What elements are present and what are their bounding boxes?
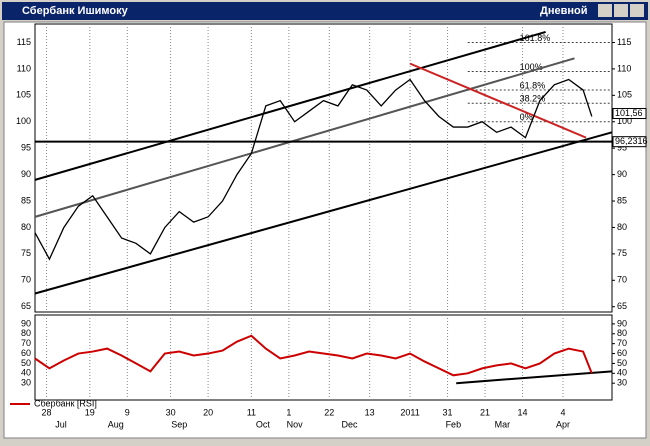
trend-line: [456, 370, 613, 385]
y-tick-label: 115: [17, 37, 31, 47]
minimize-button[interactable]: [598, 4, 612, 17]
close-button[interactable]: [630, 4, 644, 17]
window-title: Сбербанк Ишимоку: [22, 5, 129, 17]
y-tick-label-right: 95: [617, 143, 627, 153]
trend-line: [34, 131, 613, 295]
y-tick-label: 110: [17, 63, 31, 73]
x-tick-label: 14: [518, 407, 528, 417]
fib-label: 0%: [520, 112, 533, 122]
rsi-pane: [34, 314, 613, 401]
y-tick-label: 90: [21, 169, 31, 179]
y-tick-label-right: 105: [617, 90, 632, 100]
y-tick-label-right: 75: [617, 248, 627, 258]
chart-background: [3, 21, 647, 439]
y-tick-label-right: 110: [617, 63, 631, 73]
y-tick-label-right: 80: [617, 222, 627, 232]
maximize-button[interactable]: [614, 4, 628, 17]
price-label: 101,56: [615, 108, 643, 118]
y-tick-label: 100: [16, 116, 31, 126]
month-label: Dec: [341, 419, 358, 429]
y-tick-label-right: 90: [617, 318, 627, 328]
month-label: Nov: [287, 419, 304, 429]
y-tick-label-right: 40: [617, 368, 627, 378]
y-tick-label: 75: [21, 248, 31, 258]
x-tick-label: 13: [365, 407, 375, 417]
fib-label: 100%: [520, 62, 543, 72]
y-tick-label: 60: [21, 348, 31, 358]
fib-label: 161.8%: [520, 33, 551, 43]
y-tick-label: 70: [21, 338, 31, 348]
y-tick-label-right: 70: [617, 275, 627, 285]
y-tick-label: 30: [21, 378, 31, 388]
x-tick-label: 22: [324, 407, 334, 417]
y-tick-label-right: 30: [617, 378, 627, 388]
fib-label: 38.2%: [520, 94, 546, 104]
month-label: Sep: [171, 419, 187, 429]
y-tick-label-right: 80: [617, 328, 627, 338]
y-tick-label-right: 70: [617, 338, 627, 348]
price-label-box: [612, 108, 647, 120]
legend-label: Сбербанк [RSI]: [34, 398, 97, 408]
y-tick-label: 80: [21, 222, 31, 232]
x-tick-label: 11: [247, 407, 256, 417]
month-label: Oct: [256, 419, 271, 429]
month-label: Feb: [446, 419, 462, 429]
y-tick-label: 95: [21, 143, 31, 153]
fib-label: 61.8%: [520, 80, 546, 90]
price-label: 96,2316: [615, 136, 648, 146]
y-tick-label-right: 90: [617, 169, 627, 179]
y-tick-label: 90: [21, 318, 31, 328]
y-tick-label: 70: [21, 275, 31, 285]
y-tick-label-right: 100: [617, 116, 632, 126]
month-label: Jul: [55, 419, 67, 429]
y-tick-label-right: 60: [617, 348, 627, 358]
x-tick-label: 1: [286, 407, 291, 417]
price-line: [34, 78, 593, 261]
rsi-line: [34, 334, 593, 377]
title-bar: [2, 2, 648, 20]
month-label: Apr: [556, 419, 570, 429]
x-tick-label: 30: [166, 407, 176, 417]
month-label: Mar: [495, 419, 511, 429]
x-tick-label: 19: [85, 407, 95, 417]
y-tick-label-right: 50: [617, 358, 627, 368]
trend-line: [34, 57, 575, 218]
y-tick-label: 80: [21, 328, 31, 338]
x-tick-label: 9: [125, 407, 130, 417]
x-tick-label: 28: [42, 407, 52, 417]
x-tick-label: 21: [480, 407, 490, 417]
y-tick-label-right: 115: [617, 37, 631, 47]
y-tick-label: 65: [21, 301, 31, 311]
month-label: Aug: [108, 419, 124, 429]
price-label-box: [612, 136, 647, 148]
x-tick-label: 2011: [400, 407, 419, 417]
timeframe: Дневной: [540, 5, 588, 17]
x-tick-label: 20: [203, 407, 213, 417]
y-tick-label: 50: [21, 358, 31, 368]
y-tick-label: 105: [16, 90, 31, 100]
x-tick-label: 31: [443, 407, 453, 417]
price-pane: [34, 23, 613, 313]
y-tick-label: 40: [21, 368, 31, 378]
y-tick-label: 85: [21, 195, 31, 205]
x-tick-label: 4: [560, 407, 565, 417]
trend-line: [409, 62, 587, 139]
y-tick-label-right: 85: [617, 195, 627, 205]
y-tick-label-right: 65: [617, 301, 627, 311]
trend-line: [34, 30, 546, 181]
